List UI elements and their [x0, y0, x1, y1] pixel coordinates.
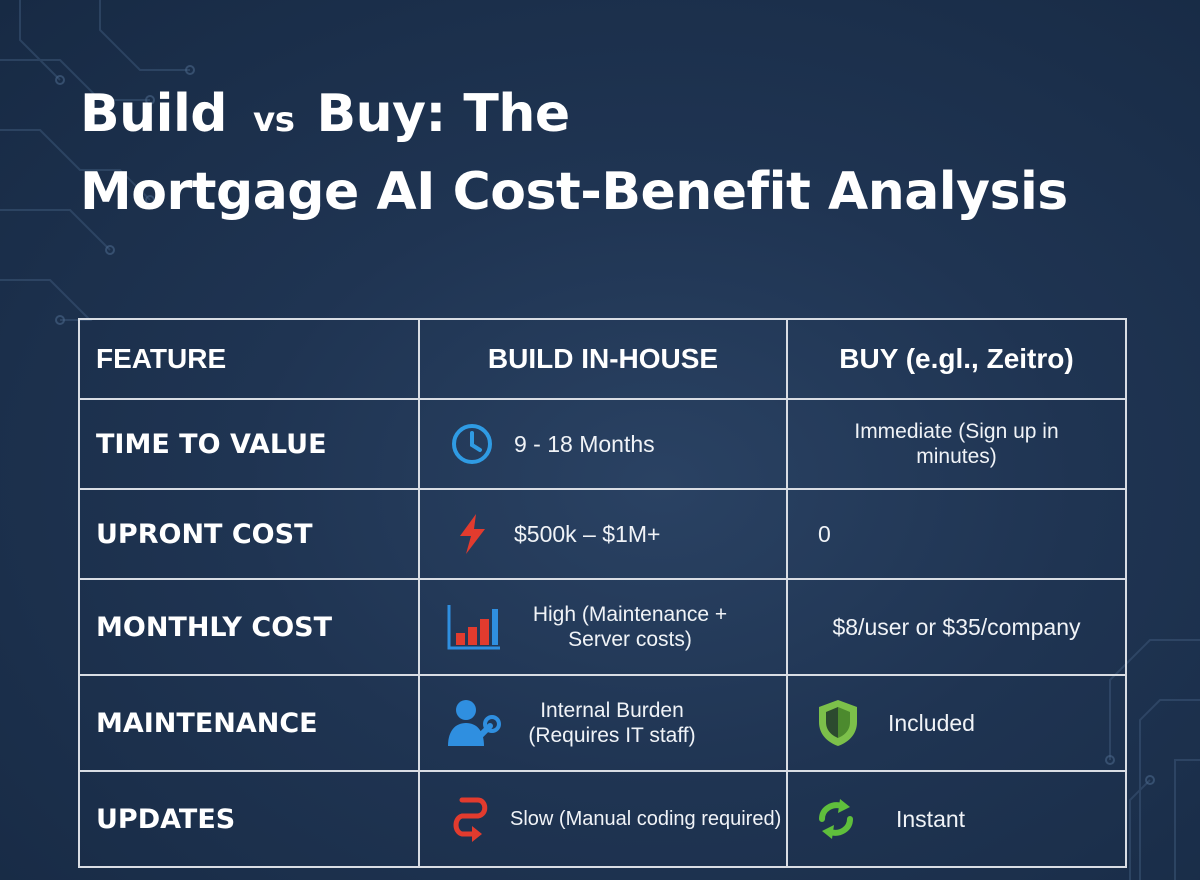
table-row: MONTHLY COST High (Maintenance + Server …: [78, 578, 1127, 676]
build-value: High (Maintenance + Server costs): [532, 603, 728, 651]
build-cell: Slow (Manual coding required): [418, 770, 788, 868]
bar-chart-icon: [446, 603, 502, 651]
buy-value: Included: [888, 710, 975, 736]
lightning-icon: [448, 510, 496, 558]
refresh-icon: [812, 795, 860, 843]
build-cell: High (Maintenance + Server costs): [418, 578, 788, 676]
title-build: Build: [80, 84, 228, 144]
person-wrench-icon: [446, 699, 502, 747]
build-cell: Internal Burden (Requires IT staff): [418, 674, 788, 772]
feature-label: MAINTENANCE: [78, 674, 420, 772]
build-cell: 9 - 18 Months: [418, 398, 788, 490]
build-value: $500k – $1M+: [514, 521, 661, 547]
table-row: MAINTENANCE Internal Burden (Requires IT…: [78, 674, 1127, 772]
table-row: TIME TO VALUE 9 - 18 Months Immediate (S…: [78, 398, 1127, 490]
build-value: Internal Burden (Requires IT staff): [528, 699, 696, 747]
feature-label: TIME TO VALUE: [78, 398, 420, 490]
table-row: UPDATES Slow (Manual coding required): [78, 770, 1127, 868]
page-title: Build vs Buy: The Mortgage AI Cost-Benefit…: [80, 78, 1068, 228]
title-subtitle-line: Mortgage AI Cost-Benefit Analysis: [80, 162, 1068, 222]
shield-icon: [814, 699, 862, 747]
build-cell: $500k – $1M+: [418, 488, 788, 580]
table-header-row: FEATURE BUILD IN-HOUSE BUY (e.gl., Zeitr…: [78, 318, 1127, 400]
buy-cell: $8/user or $35/company: [786, 578, 1127, 676]
header-feature: FEATURE: [78, 318, 420, 400]
table-row: UPRONT COST $500k – $1M+ 0: [78, 488, 1127, 580]
feature-label: UPRONT COST: [78, 488, 420, 580]
feature-label: UPDATES: [78, 770, 420, 868]
buy-cell: Included: [786, 674, 1127, 772]
buy-cell: Instant: [786, 770, 1127, 868]
comparison-table: FEATURE BUILD IN-HOUSE BUY (e.gl., Zeitr…: [78, 318, 1127, 868]
buy-value: Immediate (Sign up in minutes): [854, 420, 1059, 468]
buy-cell: 0: [786, 488, 1127, 580]
clock-icon: [448, 420, 496, 468]
build-value: 9 - 18 Months: [514, 431, 655, 457]
title-vs: vs: [253, 100, 295, 140]
header-build-in-house: BUILD IN-HOUSE: [418, 318, 788, 400]
title-buy: Buy: The: [316, 84, 570, 144]
feature-label: MONTHLY COST: [78, 578, 420, 676]
curved-arrow-icon: [446, 795, 494, 843]
buy-value: 0: [818, 521, 831, 547]
buy-cell: Immediate (Sign up in minutes): [786, 398, 1127, 490]
buy-value: Instant: [896, 806, 966, 832]
header-buy: BUY (e.gl., Zeitro): [786, 318, 1127, 400]
build-value: Slow (Manual coding required): [510, 808, 782, 830]
buy-value: $8/user or $35/company: [832, 614, 1081, 640]
